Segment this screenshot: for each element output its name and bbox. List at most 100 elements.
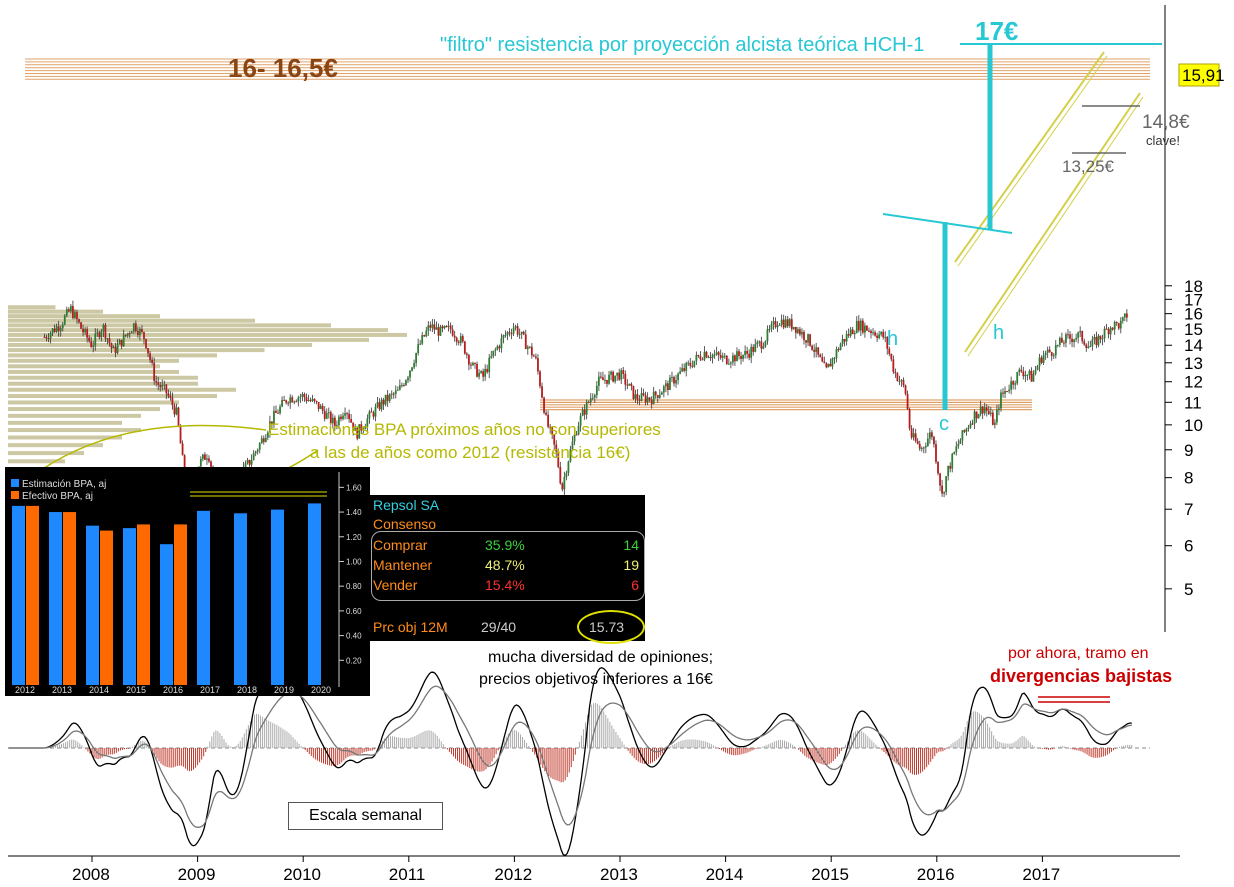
candle-body <box>677 373 679 381</box>
candle-body <box>1020 369 1023 372</box>
candle-body <box>969 423 972 428</box>
candle-body <box>790 319 793 329</box>
candle-body <box>1010 381 1013 390</box>
volume-profile-bar <box>8 413 141 418</box>
candle-body <box>179 425 182 444</box>
pattern-overlays <box>29 43 1162 487</box>
candle-body <box>1095 336 1098 346</box>
candle-body <box>565 473 568 478</box>
candle-body <box>861 320 864 333</box>
candle-body <box>53 328 56 332</box>
candle-body <box>764 341 767 347</box>
candle-body <box>928 432 931 439</box>
candle-body <box>1125 313 1128 318</box>
candle-body <box>139 329 141 335</box>
candle-body <box>338 416 340 426</box>
volume-profile-bar <box>8 364 160 369</box>
time-tick-label: 2014 <box>706 865 744 884</box>
candle-body <box>758 341 761 343</box>
inset-bar-estimate <box>234 513 247 685</box>
candle-body <box>593 395 596 398</box>
candle-body <box>459 336 462 343</box>
legend-estimate-swatch <box>11 479 19 487</box>
candle-body <box>488 357 491 373</box>
inset-y-tick-label: 0.20 <box>346 656 362 665</box>
candle-body <box>945 476 948 493</box>
candle-body <box>662 386 665 393</box>
candle-body <box>303 394 306 398</box>
channel-lower-line <box>967 96 1144 357</box>
opinions-line2: precios objetivos inferiores a 16€ <box>479 671 713 688</box>
inset-bar-estimate <box>197 510 210 685</box>
candle-body <box>368 411 371 419</box>
price-tick-label: 8 <box>1184 469 1193 488</box>
candle-body <box>732 355 734 363</box>
candle-body <box>323 410 326 419</box>
price-tick-label: 17 <box>1184 290 1203 309</box>
candle-body <box>1012 381 1015 385</box>
candle-body <box>181 443 184 456</box>
candle-body <box>1085 344 1088 349</box>
candle-body <box>163 384 166 386</box>
candle-body <box>644 395 647 403</box>
candle-body <box>429 325 432 328</box>
candle-body <box>98 332 101 338</box>
inset-x-tick-label: 2013 <box>52 685 72 695</box>
candle-body <box>384 394 387 405</box>
oscillator-fast-line <box>8 666 1132 857</box>
candle-body <box>866 325 868 331</box>
candle-body <box>579 415 582 426</box>
candle-body <box>555 444 558 452</box>
candle-body <box>941 485 943 494</box>
candle-body <box>457 341 460 343</box>
candle-body <box>88 337 91 342</box>
candle-body <box>208 458 210 462</box>
time-tick-label: 2015 <box>811 865 849 884</box>
candle-body <box>892 359 895 372</box>
candle-body <box>569 448 572 462</box>
inset-bar-actual <box>137 524 150 685</box>
candle-body <box>776 325 779 328</box>
candle-body <box>1063 342 1065 344</box>
candle-body <box>254 451 257 454</box>
candle-body <box>589 398 592 402</box>
candle-body <box>153 362 156 381</box>
candle-body <box>122 334 125 347</box>
head-label: c <box>939 413 949 435</box>
candle-body <box>600 376 602 378</box>
resistance-band-16 <box>25 58 1150 80</box>
candle-body <box>141 329 143 333</box>
inset-bar-estimate <box>271 509 284 685</box>
candle-body <box>108 338 111 344</box>
candle-body <box>626 384 629 386</box>
price-tick-label: 11 <box>1184 393 1202 412</box>
candle-body <box>675 380 677 384</box>
candle-body <box>526 346 529 349</box>
candle-body <box>268 421 271 433</box>
candle-body <box>518 334 521 336</box>
candle-body <box>786 319 789 327</box>
price-tick-label: 12 <box>1184 373 1203 392</box>
time-tick-label: 2017 <box>1022 865 1060 884</box>
candle-body <box>329 412 332 424</box>
candle-body <box>145 339 147 349</box>
divergence-line2: divergencias bajistas <box>990 666 1172 686</box>
candle-body <box>258 443 261 450</box>
candle-body <box>689 362 692 366</box>
candle-body <box>260 438 263 444</box>
candle-body <box>352 422 355 432</box>
candle-body <box>427 325 430 331</box>
candle-body <box>691 365 694 367</box>
candle-body <box>965 428 968 432</box>
candle-body <box>900 380 903 382</box>
candle-body <box>1042 355 1045 363</box>
candle-body <box>1000 392 1002 409</box>
candle-body <box>1119 320 1122 329</box>
candle-body <box>573 434 576 442</box>
candle-body <box>277 412 279 414</box>
shoulder-left-label: h <box>887 328 898 350</box>
candle-body <box>435 327 438 330</box>
candle-body <box>390 393 393 395</box>
candle-body <box>417 344 420 354</box>
inset-bar-estimate <box>308 503 321 685</box>
